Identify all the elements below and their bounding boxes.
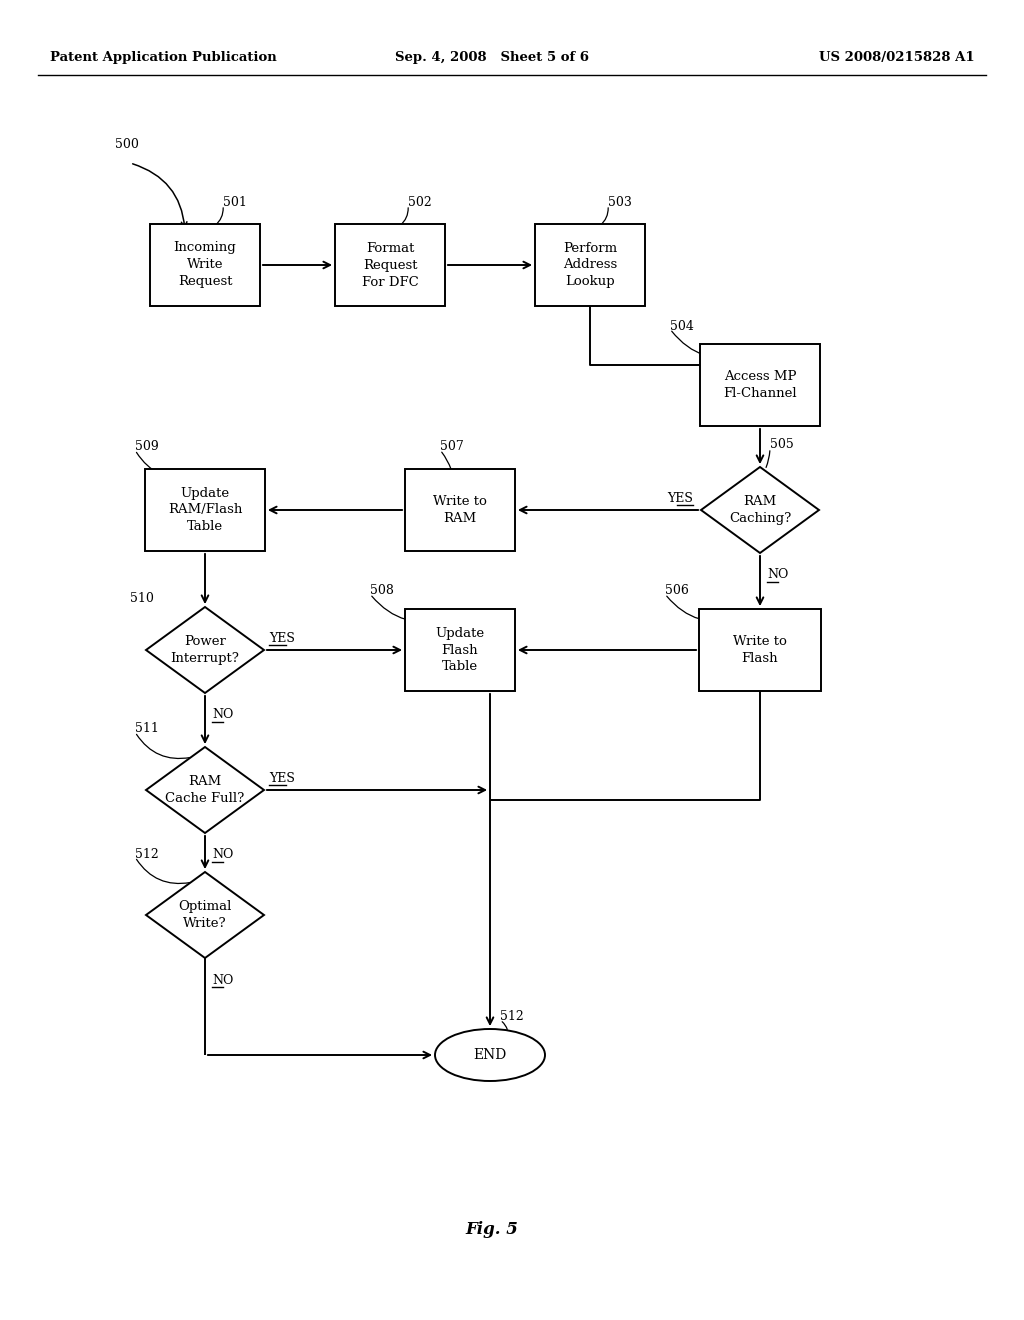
Text: RAM
Caching?: RAM Caching? (729, 495, 792, 525)
Text: Format
Request
For DFC: Format Request For DFC (361, 242, 419, 289)
FancyBboxPatch shape (145, 469, 265, 550)
Text: 501: 501 (223, 195, 247, 209)
Text: Write to
RAM: Write to RAM (433, 495, 487, 525)
Text: Power
Interrupt?: Power Interrupt? (171, 635, 240, 665)
FancyBboxPatch shape (150, 224, 260, 306)
FancyBboxPatch shape (699, 609, 821, 690)
FancyBboxPatch shape (406, 469, 515, 550)
Text: 509: 509 (135, 441, 159, 454)
Text: NO: NO (212, 974, 233, 986)
Text: YES: YES (667, 491, 693, 504)
Text: 510: 510 (130, 593, 154, 606)
Text: Write to
Flash: Write to Flash (733, 635, 786, 665)
Text: 512: 512 (135, 847, 159, 861)
Text: NO: NO (767, 569, 788, 582)
Text: 512: 512 (500, 1011, 523, 1023)
Text: Patent Application Publication: Patent Application Publication (50, 51, 276, 65)
Text: YES: YES (269, 771, 295, 784)
Text: Fig. 5: Fig. 5 (466, 1221, 518, 1238)
Text: RAM
Cache Full?: RAM Cache Full? (165, 775, 245, 805)
Text: 502: 502 (408, 195, 432, 209)
Text: Perform
Address
Lookup: Perform Address Lookup (563, 242, 617, 289)
Polygon shape (146, 873, 264, 958)
Text: NO: NO (212, 849, 233, 862)
Text: 500: 500 (115, 139, 139, 150)
Text: Access MP
Fl-Channel: Access MP Fl-Channel (723, 370, 797, 400)
Text: Sep. 4, 2008   Sheet 5 of 6: Sep. 4, 2008 Sheet 5 of 6 (395, 51, 589, 65)
Text: 505: 505 (770, 438, 794, 451)
Polygon shape (701, 467, 819, 553)
Text: 503: 503 (608, 195, 632, 209)
Text: 506: 506 (665, 585, 689, 598)
FancyBboxPatch shape (406, 609, 515, 690)
Polygon shape (146, 607, 264, 693)
Text: Incoming
Write
Request: Incoming Write Request (174, 242, 237, 289)
Text: YES: YES (269, 631, 295, 644)
Text: NO: NO (212, 709, 233, 722)
Text: 511: 511 (135, 722, 159, 735)
Text: US 2008/0215828 A1: US 2008/0215828 A1 (819, 51, 975, 65)
FancyBboxPatch shape (700, 345, 820, 426)
Text: Optimal
Write?: Optimal Write? (178, 900, 231, 931)
Text: END: END (473, 1048, 507, 1063)
Text: Update
Flash
Table: Update Flash Table (435, 627, 484, 673)
Text: Update
RAM/Flash
Table: Update RAM/Flash Table (168, 487, 243, 533)
Text: 508: 508 (370, 585, 394, 598)
FancyBboxPatch shape (535, 224, 645, 306)
FancyBboxPatch shape (335, 224, 445, 306)
Polygon shape (146, 747, 264, 833)
Text: 507: 507 (440, 441, 464, 454)
Text: 504: 504 (670, 319, 694, 333)
Ellipse shape (435, 1030, 545, 1081)
